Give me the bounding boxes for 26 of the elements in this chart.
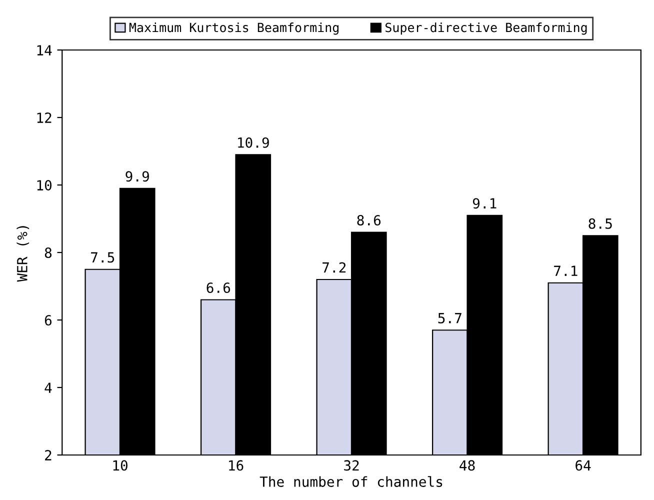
data-label: 9.1	[472, 198, 496, 209]
y-tick-label: 4	[44, 382, 52, 393]
data-label: 8.5	[588, 218, 612, 229]
data-label: 6.6	[206, 282, 230, 294]
x-tick-label: 32	[344, 460, 359, 471]
data-label: 7.2	[322, 262, 346, 273]
x-tick-label: 16	[229, 460, 244, 471]
y-tick-label: 2	[45, 450, 52, 460]
data-label: 7.5	[91, 252, 114, 263]
data-label: 10.9	[238, 137, 269, 148]
data-label: 7.1	[554, 266, 578, 276]
y-tick-label: 8	[44, 248, 52, 258]
y-tick-label: 10	[37, 180, 52, 191]
x-tick-label: 48	[460, 460, 475, 471]
x-axis-title: The number of channels	[260, 476, 442, 487]
legend-label: Maximum Kurtosis Beamforming	[129, 22, 339, 35]
y-tick-label: 6	[44, 315, 52, 326]
y-tick-label: 12	[37, 112, 52, 123]
y-tick-label: 14	[37, 45, 52, 56]
data-label: 8.6	[357, 215, 381, 226]
legend-label: Super-directive Beamforming	[386, 22, 587, 35]
x-tick-label: 10	[113, 460, 128, 471]
x-tick-label: 64	[576, 460, 591, 471]
y-axis-title: WER (%)	[16, 226, 30, 282]
data-label: 5.7	[438, 313, 462, 324]
data-label: 9.9	[126, 171, 149, 182]
